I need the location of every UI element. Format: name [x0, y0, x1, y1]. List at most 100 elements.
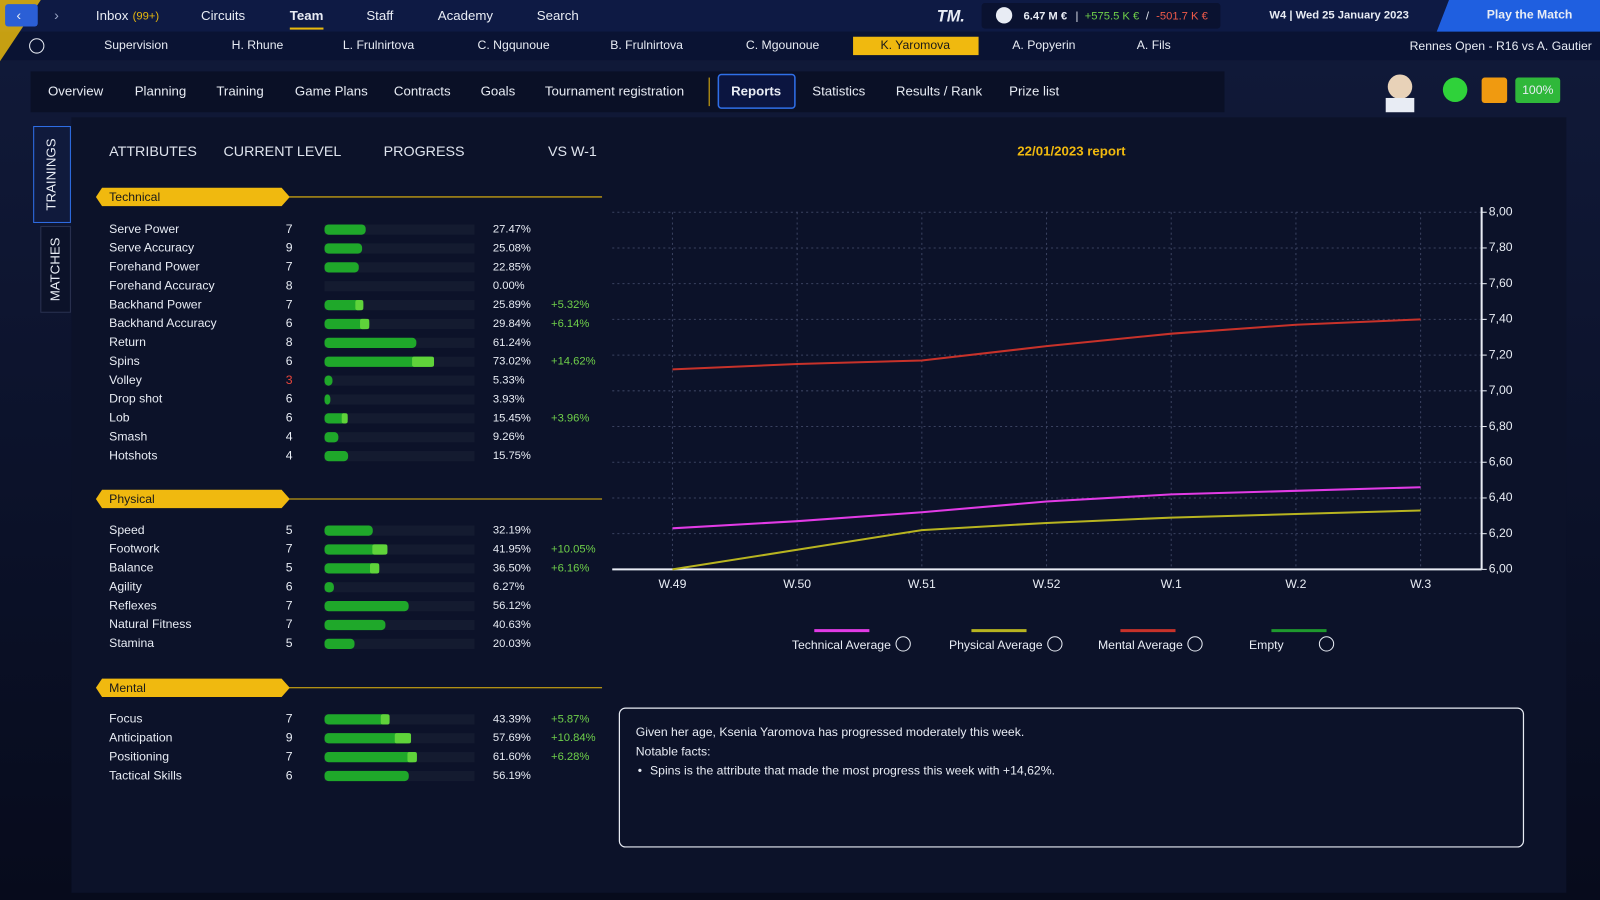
progress-label: 15.75% [493, 450, 531, 462]
edit-icon[interactable] [1318, 636, 1335, 652]
attribute-level: 4 [286, 448, 293, 462]
tab[interactable]: Game Plans [295, 83, 368, 98]
side-tab-box[interactable] [40, 226, 71, 313]
edit-icon[interactable] [1187, 636, 1203, 652]
change-label: +3.96% [551, 412, 589, 424]
progress-bar [324, 243, 363, 254]
progress-label: 32.19% [493, 525, 531, 537]
play-button[interactable] [1436, 0, 1600, 32]
attribute-level: 6 [286, 411, 293, 425]
progress-bar [324, 601, 409, 612]
tab[interactable]: Contracts [394, 83, 451, 98]
tab[interactable]: Tournament registration [545, 83, 684, 98]
attribute-level: 7 [286, 542, 293, 556]
attribute-name: Speed [109, 523, 145, 537]
balance: 6.47 M € [1023, 10, 1067, 22]
y-tick-label: 7,00 [1489, 383, 1513, 397]
attribute-name: Agility [109, 579, 143, 593]
tab[interactable]: Goals [481, 83, 516, 98]
x-tick-label: W.2 [1285, 577, 1306, 591]
progress-bar [324, 262, 359, 273]
player-active [853, 36, 979, 56]
attribute-level: 7 [286, 222, 293, 236]
progress-bar [324, 300, 364, 311]
progress-label: 15.45% [493, 412, 531, 424]
change-bar [369, 563, 380, 574]
progress-label: 25.08% [493, 242, 531, 254]
y-tick-label: 7,20 [1489, 347, 1513, 361]
tab[interactable]: Reports [731, 83, 781, 98]
progress-label: 3.93% [493, 393, 525, 405]
section-header [95, 489, 290, 509]
section-header [95, 187, 290, 207]
avatar [1387, 74, 1413, 99]
player[interactable]: A. Fils [1137, 38, 1171, 52]
y-tick-label: 6,40 [1489, 490, 1513, 504]
tab[interactable]: Training [216, 83, 263, 98]
attribute-name: Serve Accuracy [109, 241, 195, 255]
player[interactable]: C. Ngqunoue [478, 38, 550, 52]
help-icon[interactable] [29, 38, 45, 54]
nav-item[interactable]: Circuits [201, 8, 246, 23]
nav-item[interactable]: Inbox [96, 8, 129, 23]
bar-track [324, 432, 475, 443]
change-bar [360, 318, 370, 330]
attribute-level: 6 [286, 316, 293, 330]
progress-bar [324, 752, 417, 763]
avatar-body [1385, 97, 1415, 113]
attribute-level: 9 [286, 241, 293, 255]
y-tick-label: 8,00 [1489, 204, 1513, 218]
tab[interactable]: Statistics [812, 83, 865, 98]
tab[interactable]: Prize list [1009, 83, 1059, 98]
legend-label: Technical Average [792, 638, 891, 652]
next-match: Rennes Open - R16 vs A. Gautier [1410, 39, 1592, 53]
tab[interactable]: Results / Rank [896, 83, 983, 98]
nav-item[interactable]: Staff [366, 8, 393, 23]
y-tick-label: 6,00 [1489, 562, 1513, 576]
player[interactable]: L. Frulnirtova [343, 38, 415, 52]
player-bar [0, 31, 1600, 61]
player[interactable]: K. Yaromova [881, 38, 951, 52]
bar-track [324, 394, 475, 405]
player[interactable]: H. Rhune [232, 38, 284, 52]
tab[interactable]: Planning [135, 83, 187, 98]
bar-track [324, 451, 475, 462]
attribute-level: 8 [286, 335, 293, 349]
player[interactable]: A. Popyerin [1012, 38, 1075, 52]
nav-item[interactable]: Search [537, 8, 579, 23]
forward-icon[interactable]: › [54, 8, 59, 24]
player[interactable]: B. Frulnirtova [610, 38, 683, 52]
y-tick-label: 7,40 [1489, 312, 1513, 326]
column-header: ATTRIBUTES [109, 144, 197, 160]
tab[interactable]: Overview [48, 83, 104, 98]
progress-bar [324, 544, 388, 555]
progress-bar [324, 432, 339, 443]
progress-bar [324, 619, 386, 631]
back-button[interactable] [5, 4, 38, 27]
nav-item[interactable]: Academy [438, 8, 494, 23]
attribute-level: 5 [286, 636, 293, 650]
edit-icon[interactable] [895, 636, 911, 652]
side-tab-active[interactable] [33, 126, 71, 223]
column-header: PROGRESS [384, 144, 465, 160]
attribute-name: Natural Fitness [109, 617, 191, 631]
finance-box [981, 3, 1221, 29]
progress-bar [324, 582, 334, 593]
edit-icon[interactable] [1047, 636, 1063, 652]
bar-track [324, 413, 475, 424]
nav-item[interactable]: Team [290, 8, 324, 23]
attribute-name: Smash [109, 429, 147, 443]
player[interactable]: Supervision [104, 38, 168, 52]
attribute-name: Anticipation [109, 730, 172, 744]
player[interactable]: C. Mgounoue [746, 38, 820, 52]
change-bar [380, 714, 390, 725]
attribute-name: Return [109, 335, 146, 349]
tab-bar [30, 71, 1225, 113]
attribute-name: Hotshots [109, 448, 157, 462]
progress-label: 36.50% [493, 562, 531, 574]
legend-label: Mental Average [1098, 638, 1183, 652]
y-tick-label: 7,60 [1489, 276, 1513, 290]
progress-bar [324, 375, 333, 386]
chart-title: 22/01/2023 report [1017, 144, 1126, 159]
attribute-name: Tactical Skills [109, 768, 182, 782]
